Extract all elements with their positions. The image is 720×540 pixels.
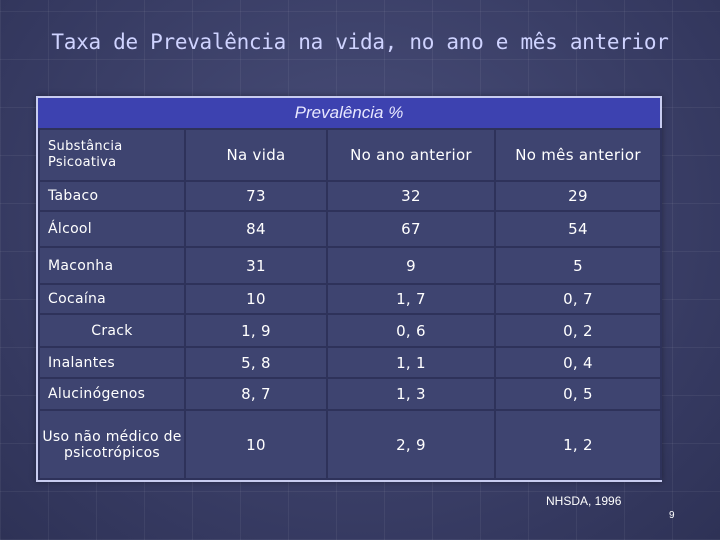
row-label: Tabaco: [38, 180, 186, 212]
table-row: Cocaína 10 1, 7 0, 7: [38, 283, 662, 315]
column-header-no-mes: No mês anterior: [494, 128, 662, 182]
cell-no-mes: 5: [494, 246, 662, 285]
column-header-no-ano: No ano anterior: [326, 128, 496, 182]
row-label: Cocaína: [38, 283, 186, 315]
cell-na-vida: 84: [184, 210, 328, 248]
cell-na-vida: 10: [184, 409, 328, 480]
cell-na-vida: 31: [184, 246, 328, 285]
cell-no-ano: 2, 9: [326, 409, 496, 480]
cell-na-vida: 5, 8: [184, 346, 328, 379]
table-row: Crack 1, 9 0, 6 0, 2: [38, 313, 662, 348]
cell-no-ano: 32: [326, 180, 496, 212]
table-row: Inalantes 5, 8 1, 1 0, 4: [38, 346, 662, 379]
table-header-band: Prevalência %: [38, 98, 660, 128]
cell-na-vida: 73: [184, 180, 328, 212]
cell-no-ano: 1, 1: [326, 346, 496, 379]
cell-no-mes: 1, 2: [494, 409, 662, 480]
table-header-row: Substância Psicoativa Na vida No ano ant…: [38, 128, 662, 182]
cell-no-mes: 54: [494, 210, 662, 248]
cell-na-vida: 10: [184, 283, 328, 315]
source-citation: NHSDA, 1996: [546, 494, 622, 508]
row-label: Alucinógenos: [38, 377, 186, 411]
cell-no-ano: 0, 6: [326, 313, 496, 348]
row-label: Inalantes: [38, 346, 186, 379]
table-row: Uso não médico de psicotrópicos 10 2, 9 …: [38, 409, 662, 480]
cell-no-ano: 9: [326, 246, 496, 285]
cell-no-mes: 0, 2: [494, 313, 662, 348]
column-header-substance: Substância Psicoativa: [38, 128, 186, 182]
table-row: Maconha 31 9 5: [38, 246, 662, 285]
row-label: Uso não médico de psicotrópicos: [38, 409, 186, 480]
slide-title: Taxa de Prevalência na vida, no ano e mê…: [51, 30, 669, 54]
cell-no-mes: 29: [494, 180, 662, 212]
cell-na-vida: 8, 7: [184, 377, 328, 411]
column-header-na-vida: Na vida: [184, 128, 328, 182]
table-row: Álcool 84 67 54: [38, 210, 662, 248]
cell-no-mes: 0, 7: [494, 283, 662, 315]
cell-no-ano: 1, 3: [326, 377, 496, 411]
cell-no-mes: 0, 4: [494, 346, 662, 379]
row-label: Maconha: [38, 246, 186, 285]
table-row: Tabaco 73 32 29: [38, 180, 662, 212]
prevalence-grid: Substância Psicoativa Na vida No ano ant…: [38, 128, 662, 480]
cell-no-mes: 0, 5: [494, 377, 662, 411]
prevalence-table: Prevalência % Substância Psicoativa Na v…: [36, 96, 662, 482]
row-label: Crack: [38, 313, 186, 348]
table-row: Alucinógenos 8, 7 1, 3 0, 5: [38, 377, 662, 411]
row-label: Álcool: [38, 210, 186, 248]
cell-no-ano: 1, 7: [326, 283, 496, 315]
cell-na-vida: 1, 9: [184, 313, 328, 348]
cell-no-ano: 67: [326, 210, 496, 248]
page-number: 9: [669, 510, 675, 521]
